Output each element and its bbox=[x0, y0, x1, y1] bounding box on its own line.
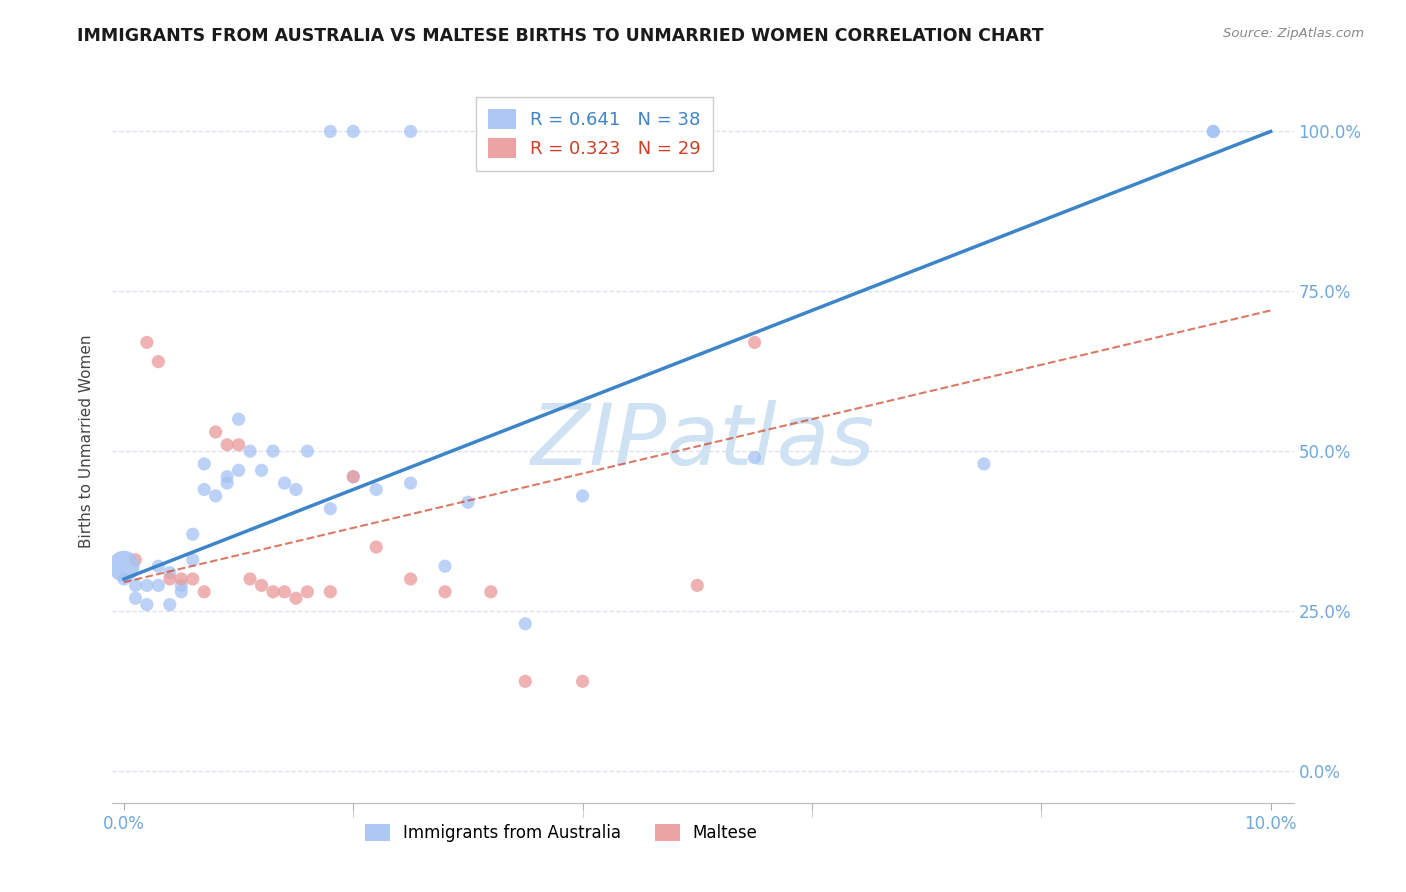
Point bbox=[273, 584, 295, 599]
Point bbox=[159, 572, 181, 586]
Point bbox=[170, 578, 193, 592]
Point bbox=[239, 572, 262, 586]
Point bbox=[342, 124, 364, 138]
Point bbox=[515, 674, 537, 689]
Point bbox=[571, 674, 593, 689]
Y-axis label: Births to Unmarried Women: Births to Unmarried Women bbox=[79, 334, 94, 549]
Point bbox=[319, 584, 342, 599]
Point bbox=[284, 483, 307, 497]
Point bbox=[399, 572, 422, 586]
Point bbox=[148, 354, 170, 368]
Point bbox=[135, 598, 157, 612]
Point bbox=[262, 584, 284, 599]
Point bbox=[399, 124, 422, 138]
Point bbox=[228, 412, 250, 426]
Point bbox=[135, 335, 157, 350]
Text: ZIPatlas: ZIPatlas bbox=[531, 400, 875, 483]
Point bbox=[366, 540, 388, 554]
Point bbox=[297, 444, 319, 458]
Point bbox=[1202, 124, 1225, 138]
Point bbox=[112, 559, 135, 574]
Point bbox=[319, 501, 342, 516]
Point bbox=[239, 444, 262, 458]
Point bbox=[217, 469, 239, 483]
Point bbox=[515, 616, 537, 631]
Point bbox=[434, 559, 457, 574]
Point bbox=[124, 578, 146, 592]
Point bbox=[193, 584, 215, 599]
Point bbox=[204, 489, 226, 503]
Point bbox=[366, 483, 388, 497]
Point bbox=[273, 476, 295, 491]
Point bbox=[181, 572, 204, 586]
Point bbox=[284, 591, 307, 606]
Point bbox=[319, 124, 342, 138]
Point bbox=[250, 463, 273, 477]
Point bbox=[204, 425, 226, 439]
Point bbox=[217, 476, 239, 491]
Legend: Immigrants from Australia, Maltese: Immigrants from Australia, Maltese bbox=[359, 817, 765, 848]
Point bbox=[228, 463, 250, 477]
Point bbox=[479, 584, 502, 599]
Point bbox=[181, 527, 204, 541]
Point bbox=[342, 469, 364, 483]
Text: Source: ZipAtlas.com: Source: ZipAtlas.com bbox=[1223, 27, 1364, 40]
Point bbox=[342, 469, 364, 483]
Point bbox=[217, 438, 239, 452]
Point bbox=[193, 483, 215, 497]
Point bbox=[1202, 124, 1225, 138]
Point bbox=[973, 457, 995, 471]
Point bbox=[399, 476, 422, 491]
Point bbox=[297, 584, 319, 599]
Point bbox=[148, 578, 170, 592]
Point bbox=[112, 572, 135, 586]
Point bbox=[181, 553, 204, 567]
Point bbox=[571, 489, 593, 503]
Point bbox=[193, 457, 215, 471]
Point bbox=[148, 559, 170, 574]
Point bbox=[159, 566, 181, 580]
Text: IMMIGRANTS FROM AUSTRALIA VS MALTESE BIRTHS TO UNMARRIED WOMEN CORRELATION CHART: IMMIGRANTS FROM AUSTRALIA VS MALTESE BIR… bbox=[77, 27, 1043, 45]
Point bbox=[457, 495, 479, 509]
Point bbox=[262, 444, 284, 458]
Point bbox=[170, 584, 193, 599]
Point bbox=[135, 578, 157, 592]
Point bbox=[124, 591, 146, 606]
Point bbox=[170, 572, 193, 586]
Point bbox=[744, 450, 766, 465]
Point bbox=[686, 578, 709, 592]
Point bbox=[124, 553, 146, 567]
Point bbox=[159, 598, 181, 612]
Point bbox=[228, 438, 250, 452]
Point bbox=[250, 578, 273, 592]
Point bbox=[434, 584, 457, 599]
Point bbox=[744, 335, 766, 350]
